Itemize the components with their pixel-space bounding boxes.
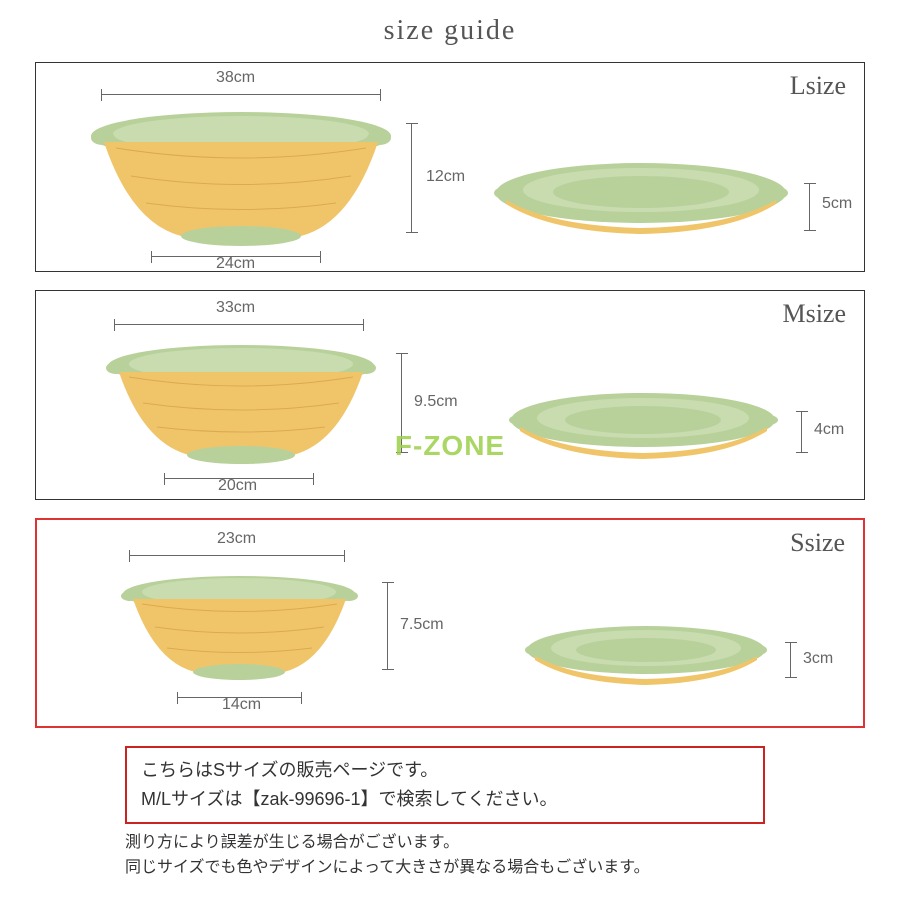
top-width-ruler: [129, 550, 345, 562]
basin-flat-illustration: [491, 158, 791, 238]
disclaimer-line-2: 同じサイズでも色やデザインによって大きさが異なる場合もございます。: [125, 855, 870, 881]
height-flat-ruler: [796, 411, 808, 453]
top-width-value: 38cm: [216, 69, 255, 87]
bottom-width-value: 14cm: [222, 696, 261, 714]
height-open-value: 9.5cm: [414, 393, 458, 411]
size-label: Ssize: [790, 528, 845, 558]
bottom-width-value: 24cm: [216, 255, 255, 273]
notice-line-1: こちらはSサイズの販売ページです。: [141, 756, 749, 785]
height-flat-value: 3cm: [803, 650, 833, 668]
notice-box: こちらはSサイズの販売ページです。 M/Lサイズは【zak-99696-1】で検…: [125, 746, 765, 824]
basin-open-illustration: [117, 572, 362, 684]
bottom-width-value: 20cm: [218, 477, 257, 495]
disclaimer-line-1: 測り方により誤差が生じる場合がございます。: [125, 830, 870, 856]
top-width-value: 23cm: [217, 530, 256, 548]
notice-line-2: M/Lサイズは【zak-99696-1】で検索してください。: [141, 785, 749, 814]
height-flat-ruler: [804, 183, 816, 231]
height-open-ruler: [396, 353, 408, 453]
top-width-ruler: [101, 89, 381, 101]
height-flat-ruler: [785, 642, 797, 678]
page-title: size guide: [30, 15, 870, 47]
height-flat-value: 4cm: [814, 421, 844, 439]
basin-flat-illustration: [522, 622, 770, 686]
height-open-ruler: [382, 582, 394, 670]
height-open-value: 7.5cm: [400, 616, 444, 634]
basin-open-illustration: [101, 341, 381, 466]
size-panel-l: Lsize 38cm 12cm 24cm: [35, 62, 865, 272]
top-width-value: 33cm: [216, 299, 255, 317]
size-panel-m: Msize 33cm 9.5cm 20cm: [35, 290, 865, 500]
size-panel-s: Ssize 23cm 7.5cm 14cm: [35, 518, 865, 728]
size-label: Lsize: [790, 71, 846, 101]
top-width-ruler: [114, 319, 364, 331]
size-label: Msize: [782, 299, 846, 329]
height-open-value: 12cm: [426, 168, 465, 186]
disclaimer: 測り方により誤差が生じる場合がございます。 同じサイズでも色やデザインによって大…: [125, 830, 870, 881]
basin-open-illustration: [86, 108, 396, 248]
height-open-ruler: [406, 123, 418, 233]
basin-flat-illustration: [506, 389, 781, 461]
height-flat-value: 5cm: [822, 195, 852, 213]
